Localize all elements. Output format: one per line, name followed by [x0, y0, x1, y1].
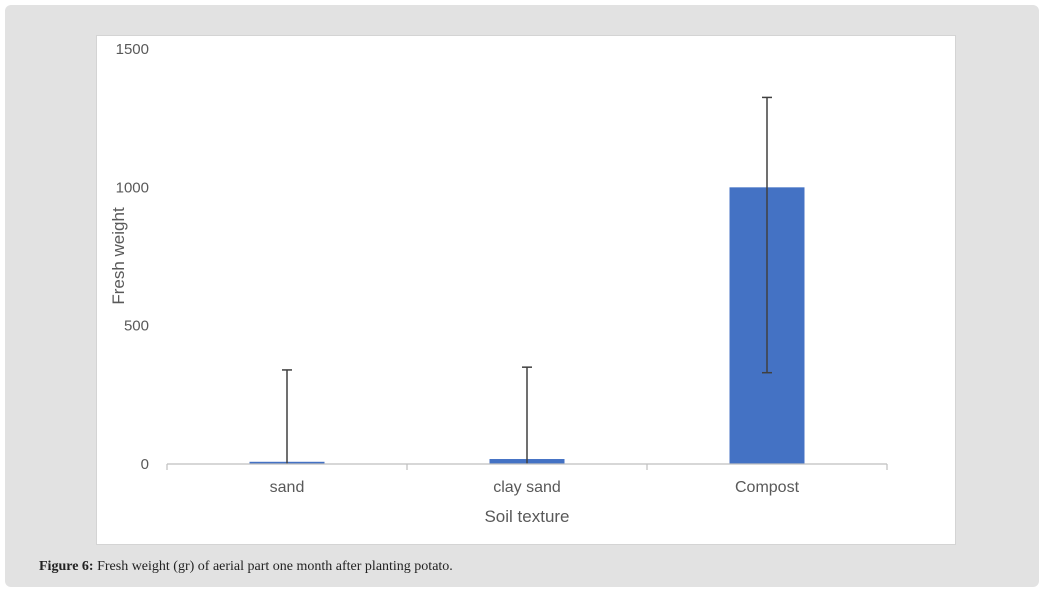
y-tick-label: 0 — [141, 456, 149, 473]
x-axis-ticks — [166, 464, 888, 470]
error-bars — [282, 96, 772, 464]
y-axis-title: Fresh weight — [109, 207, 128, 305]
x-axis-title: Soil texture — [484, 507, 569, 526]
y-axis-ticks: 0 500 1000 1500 — [116, 41, 149, 473]
x-axis-labels: sand clay sand Compost — [270, 479, 800, 496]
x-tick-label: sand — [270, 479, 305, 496]
caption-text: Fresh weight (gr) of aerial part one mon… — [93, 559, 453, 574]
y-tick-label: 500 — [124, 318, 149, 335]
x-tick-label: clay sand — [493, 479, 561, 496]
figure-caption: Figure 6: Fresh weight (gr) of aerial pa… — [39, 559, 453, 575]
bar-chart: 0 500 1000 1500 sand clay sand Compost Soil t… — [109, 41, 888, 526]
y-tick-label: 1500 — [116, 41, 149, 58]
y-tick-label: 1000 — [116, 179, 149, 196]
chart-area: 0 500 1000 1500 sand clay sand Compost Soil t… — [96, 35, 956, 545]
x-tick-label: Compost — [735, 479, 800, 496]
caption-label: Figure 6: — [39, 559, 94, 574]
figure-frame: 0 500 1000 1500 sand clay sand Compost Soil t… — [5, 5, 1039, 587]
